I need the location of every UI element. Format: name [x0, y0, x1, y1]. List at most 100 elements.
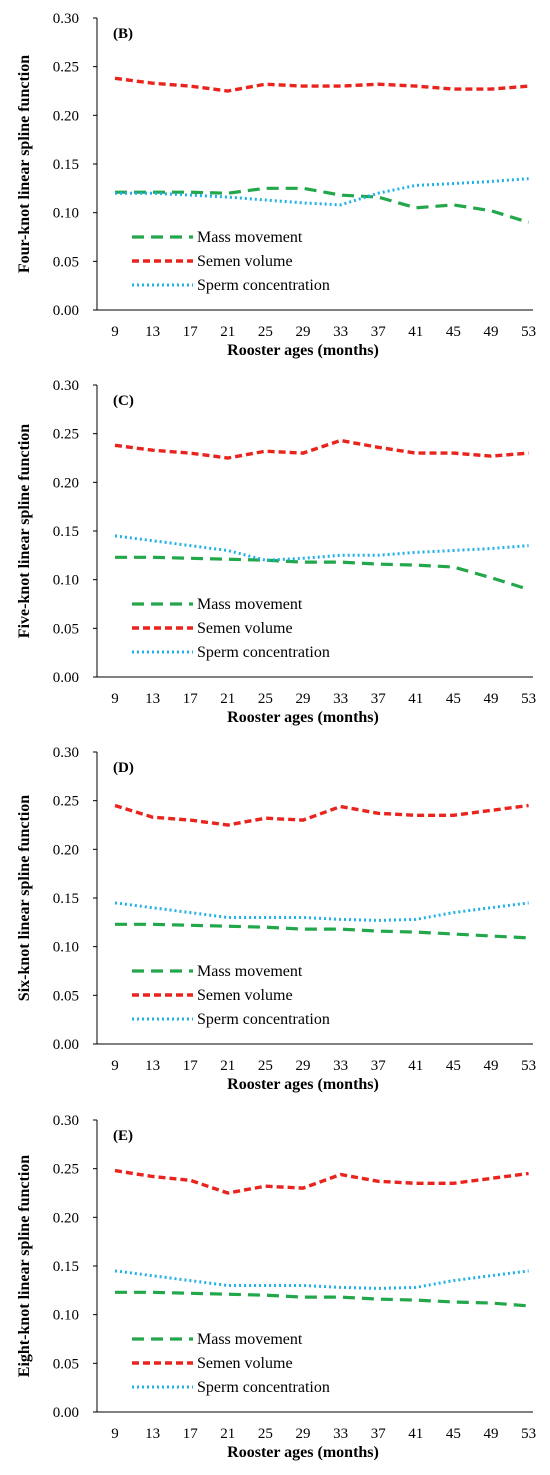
x-tick-label: 45 [446, 324, 461, 340]
x-tick-label: 17 [183, 324, 199, 340]
y-tick-label: 0.00 [53, 670, 79, 686]
x-tick-label: 25 [258, 1058, 273, 1074]
x-tick-label: 41 [408, 1426, 423, 1442]
x-tick-label: 45 [446, 1058, 461, 1074]
y-tick-label: 0.30 [53, 1113, 79, 1129]
chart-panel-d: 0.00 0.05 0.10 0.15 0.20 0.25 0.30 9 13 17 21 25 29 3… [16, 745, 536, 1093]
legend-label: Mass movement [197, 229, 303, 246]
x-tick-label: 53 [521, 1058, 536, 1074]
y-tick-label: 0.25 [53, 427, 79, 443]
series-line-mass-movement [115, 555, 530, 591]
y-axis-title: Four-knot linear spline function [16, 55, 33, 273]
x-tick-label: 25 [258, 324, 273, 340]
x-tick-label: 37 [371, 691, 387, 707]
panel-label: (C) [113, 393, 134, 409]
series-line-mass-movement [115, 1290, 529, 1308]
y-tick-label: 0.15 [53, 157, 79, 173]
x-tick-label: 9 [111, 1058, 119, 1074]
legend-label: Semen volume [197, 253, 293, 270]
y-tick-label: 0.10 [53, 206, 79, 222]
legend-label: Semen volume [197, 987, 293, 1004]
y-tick-label: 0.10 [53, 1308, 79, 1324]
x-tick-label: 25 [258, 1426, 273, 1442]
series-line-semen-volume [114, 803, 529, 827]
y-tick-label: 0.25 [53, 1162, 79, 1178]
series-line-semen-volume [114, 438, 529, 460]
x-tick-label: 13 [145, 1426, 160, 1442]
x-tick-label: 49 [484, 1426, 499, 1442]
x-tick-label: 37 [371, 324, 387, 340]
x-tick-label: 29 [296, 1058, 311, 1074]
x-tick-label: 45 [446, 1426, 461, 1442]
x-tick-label: 49 [484, 691, 499, 707]
series-line-sperm-concentration [114, 1269, 529, 1290]
x-tick-label: 37 [371, 1058, 387, 1074]
y-tick-label: 0.20 [53, 108, 79, 124]
x-tick-label: 9 [111, 691, 119, 707]
y-tick-label: 0.15 [53, 1259, 79, 1275]
x-tick-label: 9 [111, 1426, 119, 1442]
y-tick-label: 0.05 [53, 988, 79, 1004]
x-tick-label: 41 [408, 1058, 423, 1074]
legend-label: Sperm concentration [197, 1379, 330, 1396]
series-line-semen-volume [114, 76, 529, 93]
series-line-semen-volume [114, 1168, 529, 1195]
y-tick-label: 0.00 [53, 303, 79, 319]
legend-label: Semen volume [197, 1355, 293, 1372]
y-axis-title: Six-knot linear spline function [16, 795, 33, 1002]
y-tick-label: 0.05 [53, 621, 79, 637]
x-tick-label: 29 [296, 324, 311, 340]
x-axis-title: Rooster ages (months) [227, 709, 379, 726]
y-axis-title: Five-knot linear spline function [16, 424, 33, 638]
y-tick-label: 0.30 [53, 11, 79, 27]
panel-label: (D) [113, 760, 134, 776]
x-tick-label: 33 [333, 324, 348, 340]
legend-label: Sperm concentration [197, 644, 330, 661]
x-tick-label: 13 [145, 1058, 160, 1074]
y-tick-label: 0.05 [53, 254, 79, 270]
x-tick-label: 21 [220, 1426, 235, 1442]
y-tick-label: 0.30 [53, 745, 79, 761]
x-tick-label: 49 [484, 1058, 499, 1074]
chart-panel-b: 0.00 0.05 0.10 0.15 0.20 0.25 0.30 9 13 17 21 25 29 3… [16, 11, 536, 359]
x-tick-label: 17 [183, 1058, 199, 1074]
x-tick-label: 21 [220, 324, 235, 340]
x-tick-label: 41 [408, 324, 423, 340]
y-tick-label: 0.20 [53, 842, 79, 858]
x-tick-label: 25 [258, 691, 273, 707]
legend-label: Semen volume [197, 620, 293, 637]
y-tick-label: 0.00 [53, 1037, 79, 1053]
panel-label: (B) [113, 26, 133, 42]
y-tick-label: 0.25 [53, 60, 79, 76]
x-tick-label: 13 [145, 324, 160, 340]
x-tick-label: 17 [183, 691, 199, 707]
x-axis-title: Rooster ages (months) [227, 1444, 379, 1461]
legend-label: Mass movement [197, 596, 303, 613]
x-tick-label: 53 [521, 1426, 536, 1442]
series-line-mass-movement [115, 922, 529, 940]
legend-label: Mass movement [197, 1331, 303, 1348]
x-tick-label: 53 [521, 324, 536, 340]
x-axis-title: Rooster ages (months) [227, 1076, 379, 1093]
y-tick-label: 0.15 [53, 524, 79, 540]
chart-panel-e: 0.00 0.05 0.10 0.15 0.20 0.25 0.30 9 13 17 21 25 29 3… [16, 1113, 536, 1461]
series-line-sperm-concentration [114, 901, 529, 922]
x-tick-label: 33 [333, 1426, 348, 1442]
x-tick-label: 29 [296, 691, 311, 707]
chart-panel-c: 0.00 0.05 0.10 0.15 0.20 0.25 0.30 9 13 17 21 25 29 3… [16, 378, 536, 726]
y-tick-label: 0.30 [53, 378, 79, 394]
y-tick-label: 0.20 [53, 1210, 79, 1226]
legend-label: Sperm concentration [197, 277, 330, 294]
y-tick-label: 0.05 [53, 1356, 79, 1372]
y-tick-label: 0.10 [53, 573, 79, 589]
x-axis-title: Rooster ages (months) [227, 342, 379, 359]
series-line-mass-movement [115, 186, 530, 224]
legend-label: Mass movement [197, 963, 303, 980]
x-tick-label: 41 [408, 691, 423, 707]
y-tick-label: 0.20 [53, 475, 79, 491]
x-tick-label: 49 [484, 324, 499, 340]
x-tick-label: 37 [371, 1426, 387, 1442]
x-tick-label: 13 [145, 691, 160, 707]
y-tick-label: 0.25 [53, 794, 79, 810]
